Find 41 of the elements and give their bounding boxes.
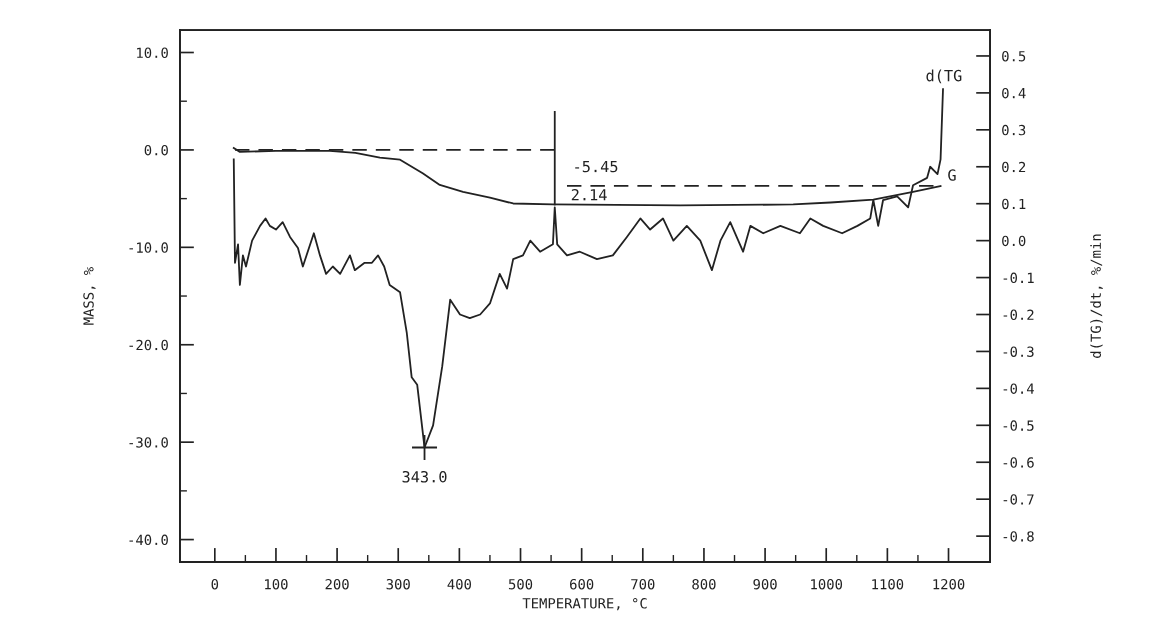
x-axis-title: TEMPERATURE, °C [522,598,647,611]
y2-axis-title: d(TG)/dt, %/min [1090,234,1103,358]
y2-tick-label: -0.6 [1003,457,1034,468]
annotation: 343.0 [402,470,447,483]
y2-tick-label: -0.4 [1003,383,1034,394]
x-tick-label: 1100 [872,578,904,590]
annotation: G [948,169,956,181]
y2-tick-label: -0.3 [1003,346,1034,357]
x-tick-label: 700 [631,578,655,590]
y-tick-label: -40.0 [129,534,168,546]
x-tick-label: 1000 [811,578,843,590]
y-tick-label: -10.0 [129,242,168,253]
x-tick-label: 200 [325,578,349,590]
x-tick-label: 400 [447,578,472,590]
y-tick-label: 10.0 [137,47,168,59]
x-tick-label: 1200 [933,578,965,590]
y2-tick-label: 0.5 [1002,50,1026,62]
y-tick-label: -30.0 [129,437,168,448]
annotation: -5.45 [575,160,618,173]
x-tick-label: 900 [753,578,777,590]
y-axis-title: MASS, % [83,266,96,325]
annotation: d(TG [926,69,962,84]
x-tick-label: 600 [570,578,594,590]
x-tick-label: 500 [508,578,533,590]
y-tick-label: -20.0 [129,339,168,351]
annotation: 2.14 [571,188,607,201]
y2-tick-label: -0.8 [1003,531,1034,542]
y2-tick-label: -0.2 [1003,309,1034,321]
y2-tick-label: -0.7 [1003,494,1034,505]
y2-tick-label: 0.4 [1002,87,1026,99]
y2-tick-label: 0.0 [1002,235,1026,247]
y2-tick-label: 0.2 [1002,161,1026,173]
x-tick-label: 100 [265,578,288,590]
y2-tick-label: -0.5 [1003,420,1034,431]
y-tick-label: 0.0 [144,144,168,156]
x-tick-label: 300 [386,578,410,590]
y2-tick-label: 0.1 [1002,198,1026,210]
y2-tick-label: 0.3 [1002,124,1026,136]
y2-tick-label: -0.1 [1003,272,1034,284]
x-tick-label: 800 [692,578,716,590]
x-tick-label: 0 [211,578,219,590]
